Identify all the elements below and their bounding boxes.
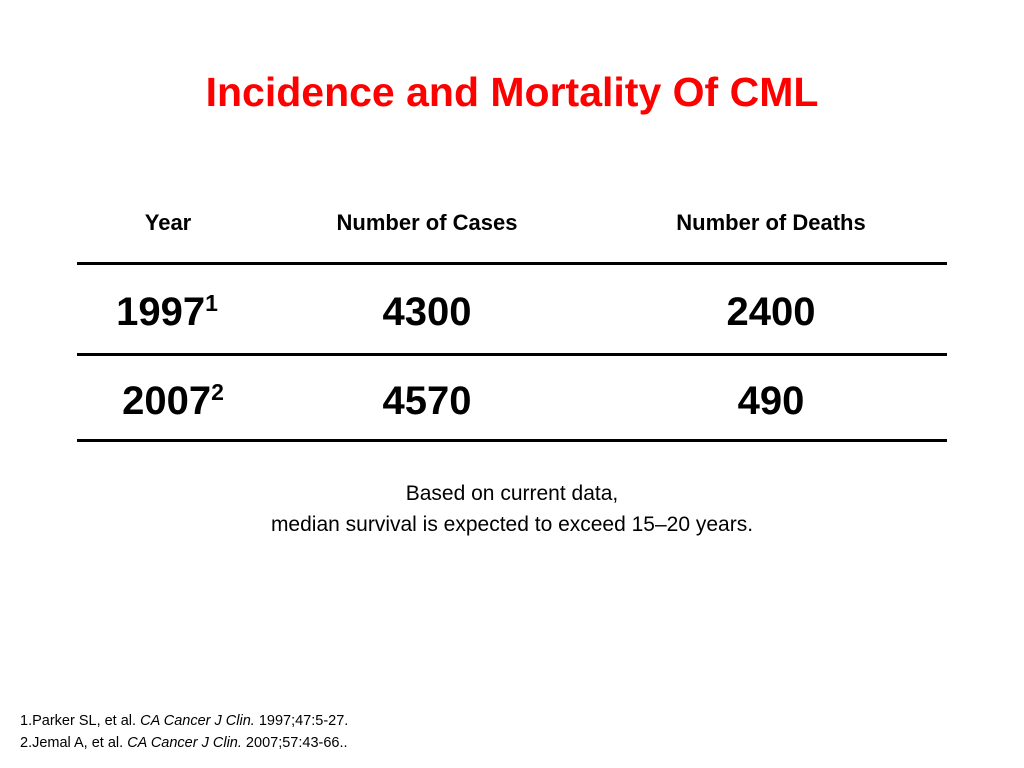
- table-rule-bottom: [77, 439, 947, 442]
- reference-1-journal: CA Cancer J Clin.: [140, 713, 255, 729]
- slide-title: Incidence and Mortality Of CML: [205, 69, 819, 115]
- reference-2-authors: 2.Jemal A, et al.: [20, 735, 128, 751]
- header-cases: Number of Cases: [336, 210, 518, 235]
- year-reference-marker: 2: [211, 379, 224, 405]
- survival-note: Based on current data, median survival i…: [0, 478, 1024, 540]
- table-row-1-year: 19971: [116, 287, 218, 342]
- year-value: 2007: [122, 379, 212, 423]
- survival-note-line-2: median survival is expected to exceed 15…: [270, 513, 754, 536]
- header-year: Year: [144, 210, 192, 235]
- table-row-2-deaths: 490: [737, 379, 805, 423]
- table-rule-top: [77, 262, 947, 265]
- reference-2-citation: 2007;57:43-66..: [241, 735, 348, 751]
- references: 1.Parker SL, et al. CA Cancer J Clin. 19…: [20, 710, 348, 754]
- table-row-1-cases: 4300: [382, 290, 472, 334]
- reference-2: 2.Jemal A, et al. CA Cancer J Clin. 2007…: [20, 732, 348, 754]
- reference-2-journal: CA Cancer J Clin.: [127, 735, 242, 751]
- reference-1: 1.Parker SL, et al. CA Cancer J Clin. 19…: [20, 710, 348, 732]
- table-row-2-year: 20072: [122, 376, 224, 431]
- year-value: 1997: [116, 290, 206, 334]
- table-row-1-deaths: 2400: [726, 290, 816, 334]
- header-deaths: Number of Deaths: [676, 210, 866, 235]
- year-reference-marker: 1: [205, 290, 218, 316]
- table-rule-middle: [77, 353, 947, 356]
- table-row-2-cases: 4570: [382, 379, 472, 423]
- reference-1-citation: 1997;47:5-27.: [254, 713, 349, 729]
- reference-1-authors: 1.Parker SL, et al.: [20, 713, 141, 729]
- survival-note-line-1: Based on current data,: [405, 482, 619, 505]
